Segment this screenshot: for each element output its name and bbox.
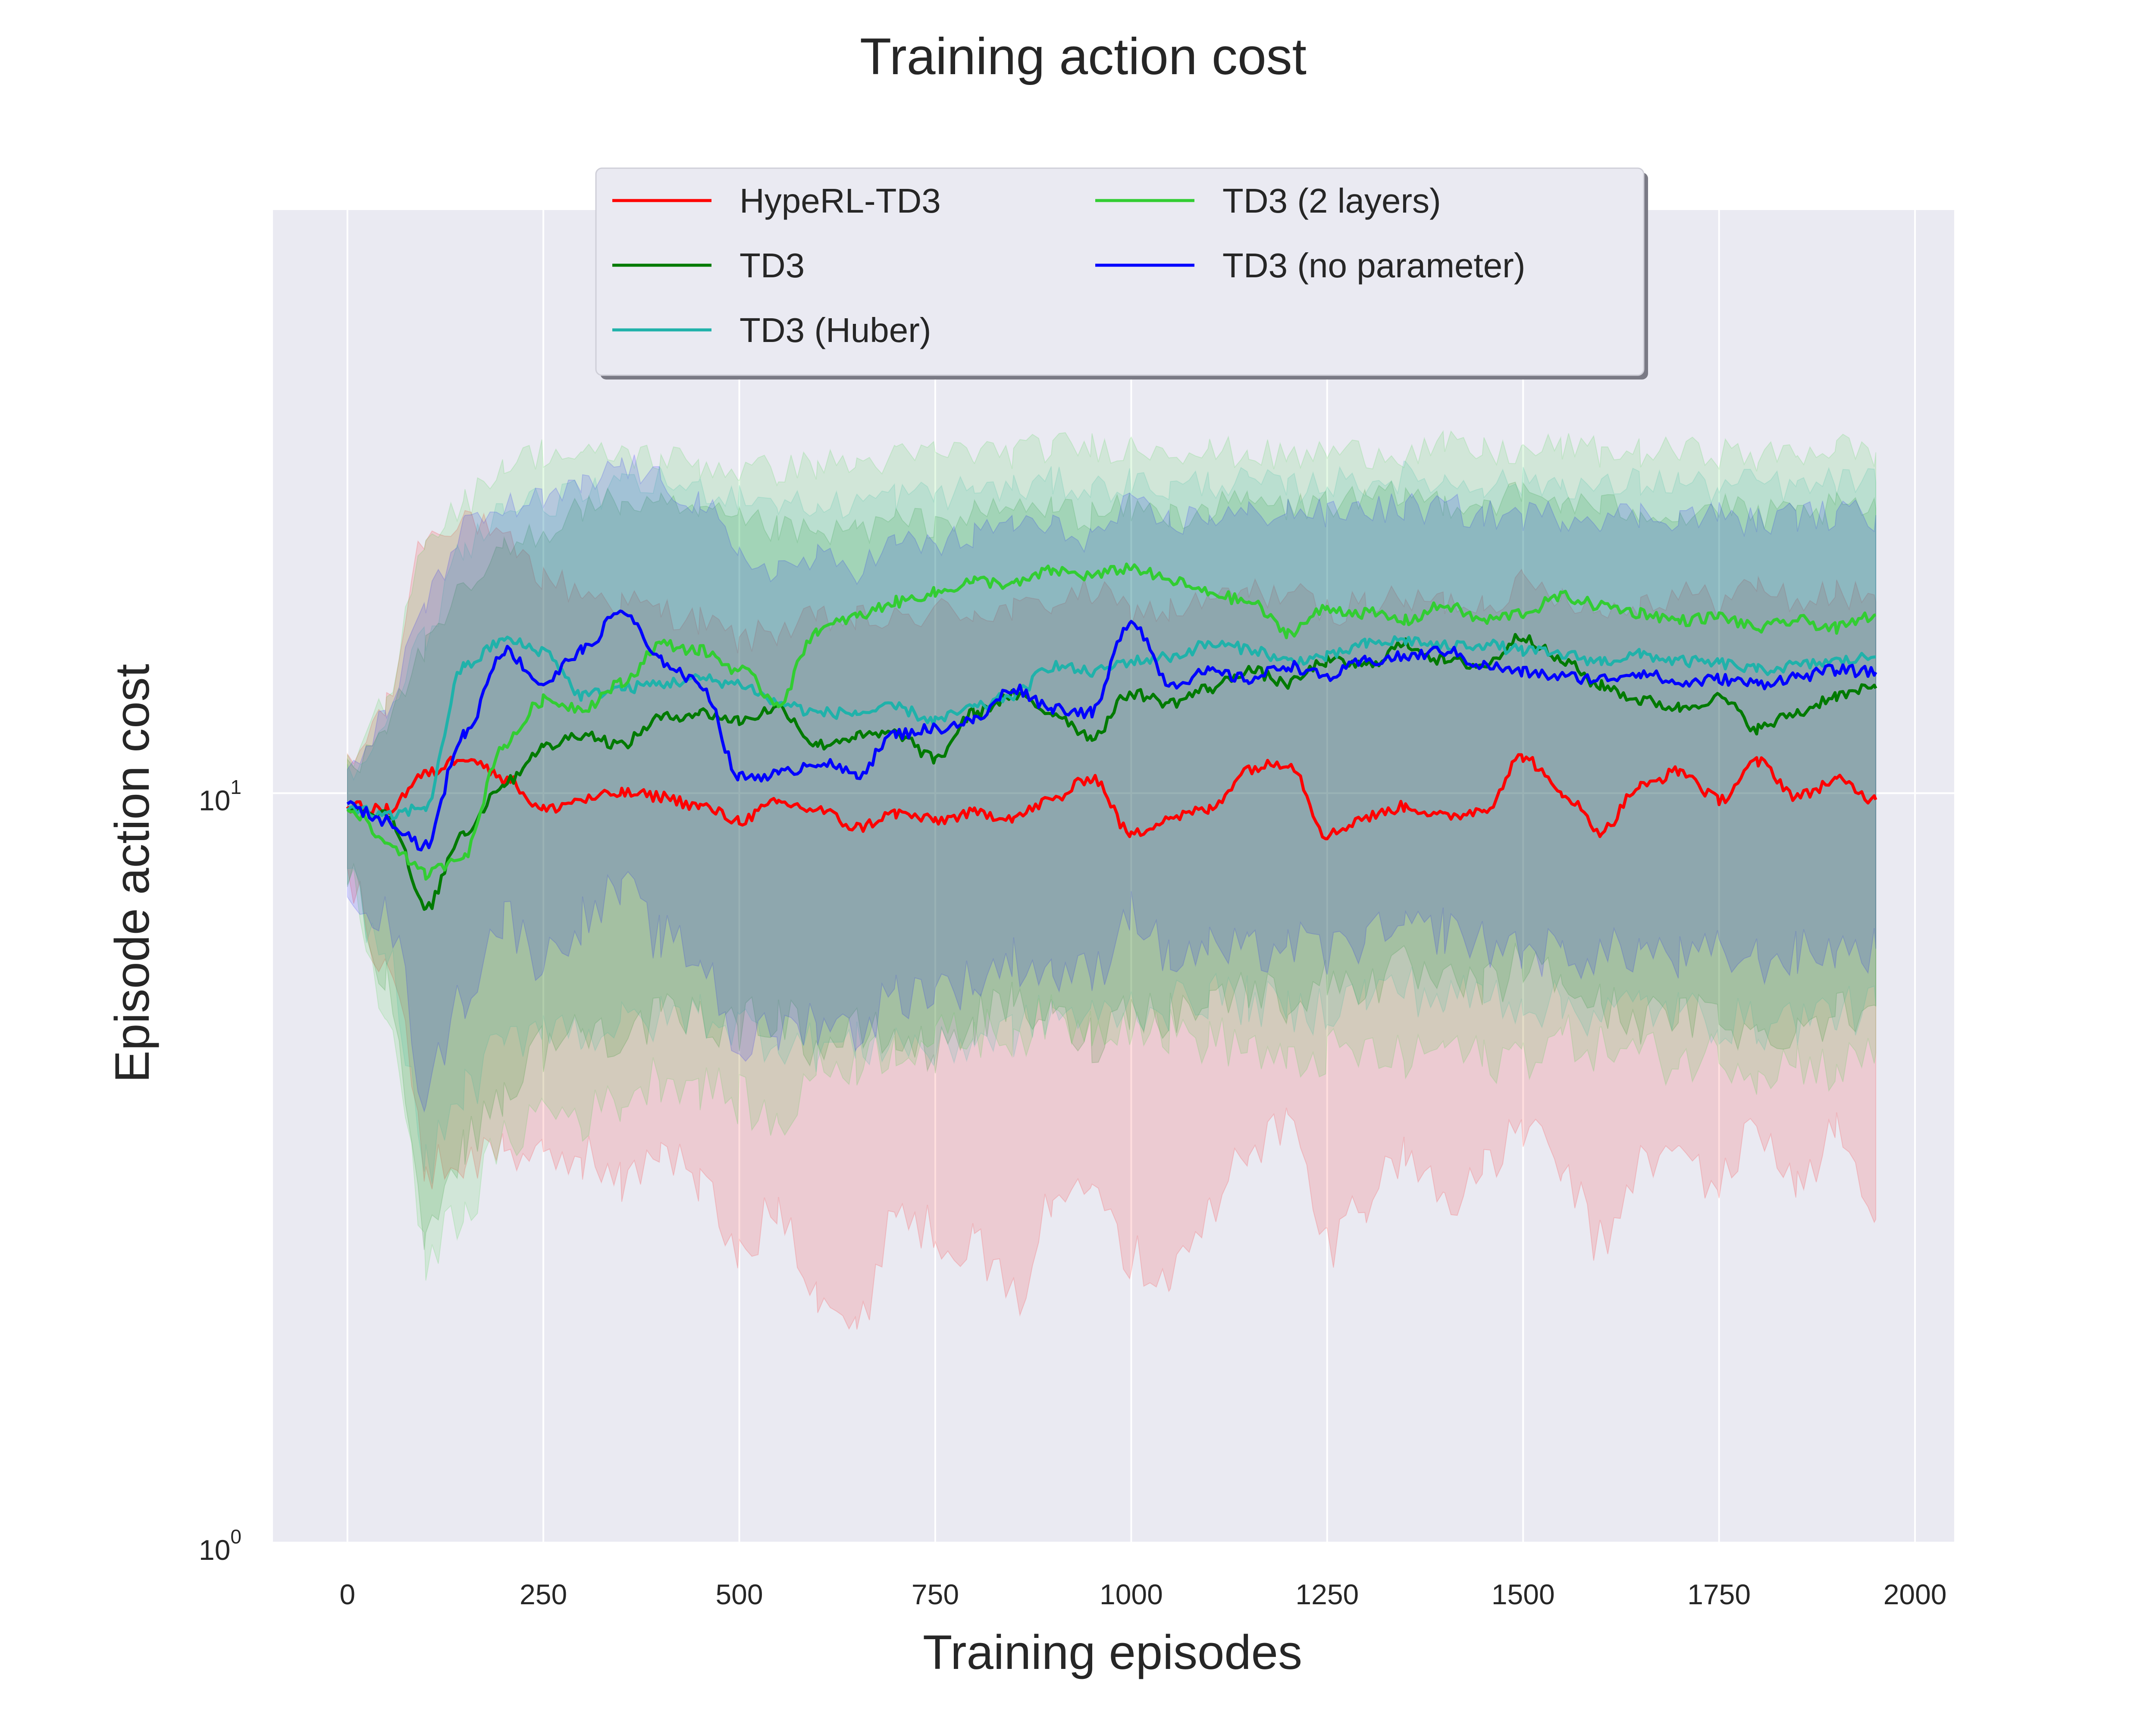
series-line-1 [346, 633, 1877, 911]
x-tick-label: 0 [339, 1578, 355, 1610]
legend-label-2: TD3 (Huber) [740, 311, 931, 349]
legend[interactable]: HypeRL-TD3 TD3 TD3 (Huber) TD3 (2 layers) TD… [595, 167, 1648, 380]
x-tick-label: 500 [715, 1578, 763, 1610]
y-tick-label: 101 [199, 776, 241, 816]
legend-label-0: HypeRL-TD3 [740, 182, 941, 220]
series-line-2 [346, 635, 1876, 821]
plot-area [273, 210, 1954, 1543]
legend-label-4: TD3 (no parameter) [1222, 246, 1525, 285]
band-1 [347, 480, 1877, 1250]
y-tick-label: 100 [199, 1525, 241, 1566]
confidence-bands [347, 430, 1877, 1330]
series-line-3 [347, 562, 1877, 881]
x-axis-title: Training episodes [923, 1625, 1302, 1679]
series-line-0 [346, 753, 1877, 841]
y-axis-title: Episode action cost [105, 664, 159, 1082]
legend-box [595, 167, 1645, 376]
x-tick-label: 750 [912, 1578, 959, 1610]
x-tick-label: 250 [520, 1578, 567, 1610]
x-tick-labels: 0 250 500 750 1000 1250 1500 1750 2000 [339, 1578, 1946, 1610]
legend-label-1: TD3 [740, 246, 805, 285]
legend-label-3: TD3 (2 layers) [1222, 182, 1441, 220]
band-3 [347, 430, 1877, 1281]
x-tick-label: 1750 [1687, 1578, 1751, 1610]
x-tick-label: 1500 [1492, 1578, 1555, 1610]
grid [273, 210, 1954, 1543]
y-tick-labels: 100 101 [199, 776, 241, 1566]
series-line-4 [346, 609, 1877, 852]
band-0 [347, 510, 1877, 1330]
x-tick-label: 1000 [1100, 1578, 1163, 1610]
x-tick-label: 2000 [1883, 1578, 1947, 1610]
series-lines [346, 562, 1877, 911]
x-tick-label: 1250 [1295, 1578, 1359, 1610]
chart-title: Training action cost [860, 28, 1307, 85]
